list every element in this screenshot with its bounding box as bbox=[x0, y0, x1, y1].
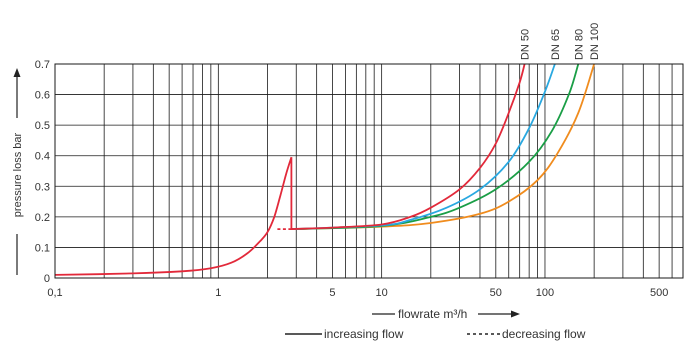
legend: increasing flow decreasing flow bbox=[285, 327, 586, 341]
series-labels: DN 50 DN 65 DN 80 DN 100 bbox=[520, 23, 602, 60]
x-axis-arrow-head bbox=[511, 310, 520, 318]
y-tick-labels: 0 0.1 0.2 0.3 0.4 0.5 0.6 0.7 bbox=[35, 59, 50, 285]
legend-increasing-label: increasing flow bbox=[324, 327, 404, 341]
y-tick-label: 0.1 bbox=[35, 242, 50, 254]
x-tick-label: 0,1 bbox=[47, 287, 62, 299]
series-dn-100-line bbox=[291, 63, 595, 230]
series-label: DN 80 bbox=[573, 29, 585, 60]
grid bbox=[54, 63, 684, 279]
x-tick-labels: 0,1 1 5 10 50 100 500 bbox=[47, 287, 668, 299]
x-tick-label: 50 bbox=[490, 287, 502, 299]
y-axis-title: pressure loss bar bbox=[10, 68, 24, 275]
series-dn-50-line bbox=[290, 63, 526, 230]
x-tick-label: 10 bbox=[376, 287, 388, 299]
y-tick-label: 0.3 bbox=[35, 181, 50, 193]
series-dn-65-line bbox=[291, 63, 556, 230]
x-axis-label: flowrate m³/h bbox=[398, 307, 467, 321]
series-dn-50-line bbox=[54, 156, 293, 276]
y-axis-label: pressure loss bar bbox=[12, 132, 24, 217]
y-tick-label: 0.5 bbox=[35, 120, 50, 132]
series-label: DN 50 bbox=[520, 29, 532, 60]
y-tick-label: 0.4 bbox=[35, 151, 50, 163]
y-tick-label: 0.6 bbox=[35, 90, 50, 102]
series-label: DN 100 bbox=[589, 23, 601, 60]
series-label: DN 65 bbox=[550, 29, 562, 60]
series-dn-80-line bbox=[291, 63, 580, 230]
y-tick-label: 0.2 bbox=[35, 212, 50, 224]
x-tick-label: 500 bbox=[650, 287, 668, 299]
x-tick-label: 5 bbox=[329, 287, 335, 299]
legend-decreasing-label: decreasing flow bbox=[502, 327, 586, 341]
plot-border bbox=[54, 63, 684, 279]
x-axis-title: flowrate m³/h bbox=[372, 307, 520, 321]
plot-frame bbox=[54, 63, 684, 279]
x-tick-label: 100 bbox=[536, 287, 554, 299]
x-tick-label: 1 bbox=[215, 287, 221, 299]
y-tick-label: 0.7 bbox=[35, 59, 50, 71]
y-axis-arrow-head bbox=[13, 68, 21, 77]
y-tick-label: 0 bbox=[44, 273, 50, 285]
series-lines bbox=[54, 63, 595, 276]
